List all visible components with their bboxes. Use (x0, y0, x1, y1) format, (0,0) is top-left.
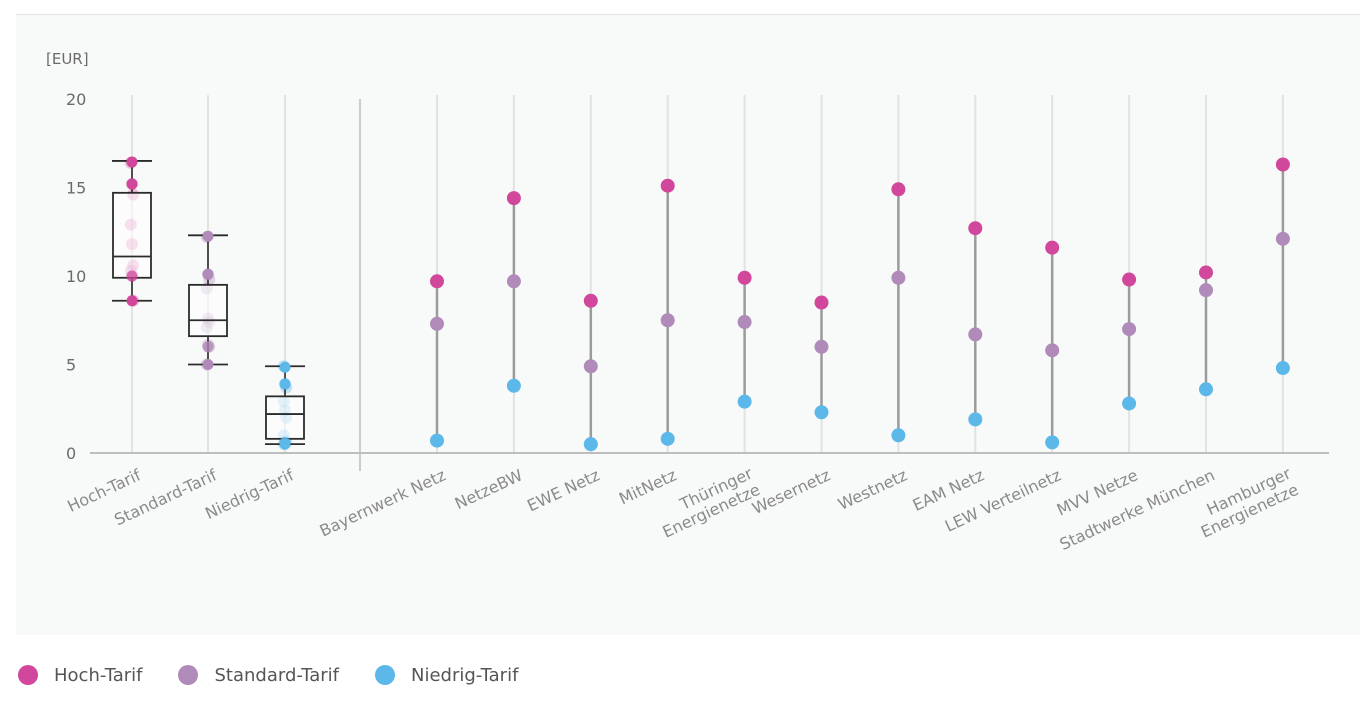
boxplot-point (126, 178, 138, 190)
point-niedrig-tarif (814, 405, 829, 420)
boxplot-point-max (279, 361, 291, 373)
point-niedrig-tarif (737, 394, 752, 409)
point-standard-tarif (891, 270, 906, 285)
provider-westnetz (891, 182, 906, 443)
point-niedrig-tarif (1122, 396, 1137, 411)
provider-ewe-netz (583, 293, 598, 452)
x-tick-label-westnetz: Westnetz (835, 465, 910, 513)
point-standard-tarif (1199, 283, 1213, 298)
legend-item-standard-tarif[interactable]: Standard-Tarif (178, 665, 339, 686)
point-standard-tarif (968, 327, 983, 342)
point-niedrig-tarif (1199, 382, 1213, 397)
y-unit-label: [EUR] (46, 50, 89, 68)
boxplot-point (279, 378, 291, 390)
point-hoch-tarif (1045, 240, 1060, 255)
box-iqr (112, 191, 152, 279)
boxplot-point (202, 268, 214, 280)
box-iqr (265, 395, 305, 440)
x-tick-label-niedrig-tarif: Niedrig-Tarif (202, 465, 297, 523)
boxplot-point (126, 270, 138, 282)
point-hoch-tarif (1275, 157, 1290, 172)
provider-thueringer-energienetze (737, 270, 752, 409)
provider-stadtwerke-muenchen (1199, 265, 1213, 397)
point-niedrig-tarif (968, 412, 983, 427)
provider-hamburger-energienetze (1275, 157, 1290, 376)
point-niedrig-tarif (1275, 361, 1290, 376)
y-tick-label: 0 (66, 444, 76, 463)
boxplot-point-max (202, 230, 214, 242)
legend-marker-standard-tarif (178, 665, 199, 685)
point-niedrig-tarif (891, 428, 906, 443)
provider-lew-verteilnetz (1045, 240, 1060, 450)
boxplot-hoch-tarif (112, 156, 152, 307)
chart-canvas: [EUR] 0 5 10 15 20 Hoch-TarifStandard-TarifN… (46, 50, 1329, 554)
boxplot-standard-tarif (188, 230, 228, 371)
legend: Hoch-Tarif Standard-Tarif Niedrig-Tarif (18, 660, 554, 690)
legend-label-standard-tarif: Standard-Tarif (214, 664, 339, 686)
boxplot-point (279, 436, 291, 448)
point-hoch-tarif (891, 182, 906, 197)
legend-label-niedrig-tarif: Niedrig-Tarif (411, 664, 519, 686)
x-tick-label-wesernetz: Wesernetz (749, 465, 833, 518)
boxplot-point-min (126, 295, 138, 307)
provider-wesernetz (814, 295, 829, 420)
point-standard-tarif (506, 274, 521, 289)
point-niedrig-tarif (430, 433, 444, 448)
chart-panel: [EUR] 0 5 10 15 20 Hoch-Tarif Standard-Tarif N… (16, 14, 1360, 635)
boxplot-point (202, 341, 214, 353)
provider-eam-netz (968, 221, 983, 427)
axes: 0 5 10 15 20 (66, 90, 1329, 471)
point-standard-tarif (1122, 322, 1137, 337)
provider-ranges (430, 157, 1290, 452)
provider-mitnetz (660, 178, 675, 446)
point-hoch-tarif (660, 178, 675, 193)
point-standard-tarif (1045, 343, 1060, 358)
point-hoch-tarif (430, 274, 444, 289)
boxplot-point-min (202, 359, 214, 370)
legend-marker-hoch-tarif (18, 665, 38, 685)
point-hoch-tarif (814, 295, 829, 310)
point-standard-tarif (737, 315, 752, 330)
point-standard-tarif (1275, 231, 1290, 246)
point-niedrig-tarif (1045, 435, 1060, 450)
legend-item-hoch-tarif[interactable]: Hoch-Tarif (18, 665, 142, 686)
point-niedrig-tarif (506, 378, 521, 393)
y-tick-label: 10 (66, 267, 86, 286)
point-hoch-tarif (737, 270, 752, 285)
boxplot-niedrig-tarif (265, 360, 305, 451)
point-niedrig-tarif (660, 431, 675, 446)
point-hoch-tarif (506, 191, 521, 206)
y-tick-label: 15 (66, 179, 86, 198)
x-tick-label-netzebw: NetzeBW (452, 465, 526, 513)
point-niedrig-tarif (583, 437, 598, 452)
y-tick-label: 5 (66, 356, 76, 375)
y-tick-label: 20 (66, 90, 86, 109)
point-standard-tarif (660, 313, 675, 328)
x-tick-label-mitnetz: MitNetz (616, 465, 679, 508)
boxplots (112, 156, 305, 451)
point-hoch-tarif (1199, 265, 1213, 280)
legend-label-hoch-tarif: Hoch-Tarif (54, 664, 143, 686)
provider-bayernwerk-netz (430, 274, 444, 448)
point-standard-tarif (583, 359, 598, 374)
point-standard-tarif (430, 316, 444, 331)
boxplot-point-max (126, 156, 138, 168)
x-tick-label-ewe-netz: EWE Netz (524, 465, 602, 515)
box-iqr (188, 283, 228, 338)
point-hoch-tarif (968, 221, 983, 236)
provider-netzebw (506, 191, 521, 393)
point-hoch-tarif (583, 293, 598, 308)
x-tick-label-bayernwerk-netz: Bayernwerk Netz (317, 465, 449, 540)
provider-mvv-netze (1122, 272, 1137, 411)
point-standard-tarif (814, 339, 829, 354)
legend-marker-niedrig-tarif (375, 665, 395, 685)
legend-item-niedrig-tarif[interactable]: Niedrig-Tarif (375, 665, 518, 686)
point-hoch-tarif (1122, 272, 1137, 287)
